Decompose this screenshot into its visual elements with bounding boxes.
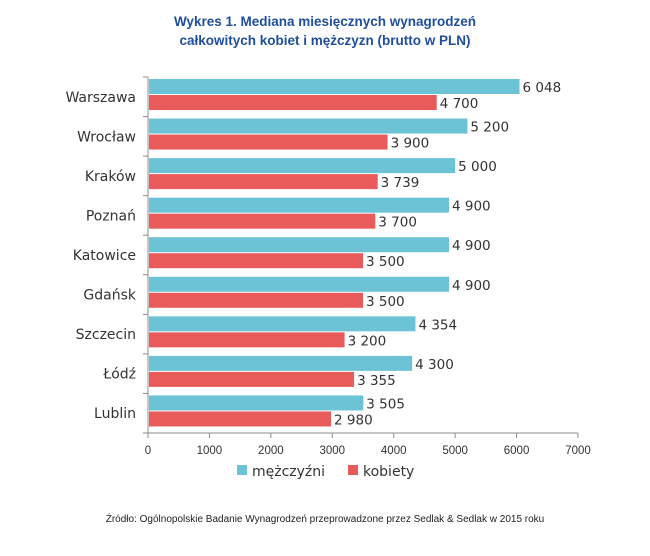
bar-women: [149, 174, 378, 190]
bar-men: [149, 237, 449, 253]
bar-women: [149, 95, 437, 110]
category-label: Lublin: [94, 406, 136, 422]
x-tick-label: 7000: [565, 445, 591, 457]
data-label-men: 4 900: [452, 199, 491, 215]
legend-label: kobiety: [363, 464, 414, 480]
bar-women: [149, 292, 363, 308]
chart-title: Wykres 1. Mediana miesięcznych wynagrodz…: [0, 12, 650, 50]
bar-women: [149, 371, 355, 387]
data-label-men: 3 505: [366, 396, 405, 412]
data-label-women: 3 500: [366, 254, 405, 270]
bar-women: [149, 253, 363, 269]
data-label-women: 3 700: [378, 215, 417, 231]
bar-men: [149, 118, 468, 134]
data-label-women: 4 700: [440, 96, 479, 112]
x-tick-label: 4000: [381, 445, 407, 457]
category-label: Warszawa: [65, 90, 136, 106]
bar-women: [149, 213, 376, 229]
x-tick-label: 3000: [319, 445, 345, 457]
bar-men: [149, 79, 520, 94]
category-label: Gdańsk: [83, 288, 136, 304]
category-label: Katowice: [73, 248, 136, 264]
bar-men: [149, 197, 449, 213]
category-label: Łódź: [102, 367, 136, 383]
bar-women: [149, 332, 345, 348]
data-label-men: 4 900: [452, 278, 491, 294]
data-label-women: 3 739: [381, 175, 420, 191]
bar-men: [149, 158, 456, 174]
bar-men: [149, 276, 449, 292]
data-label-women: 3 355: [357, 373, 396, 389]
x-tick-label: 0: [145, 445, 151, 457]
data-label-women: 3 500: [366, 294, 405, 310]
data-label-men: 4 900: [452, 238, 491, 254]
data-label-men: 4 354: [418, 317, 457, 333]
category-label: Wrocław: [77, 129, 136, 145]
data-label-women: 3 900: [391, 136, 430, 152]
data-label-men: 6 048: [523, 80, 562, 96]
bar-men: [149, 316, 416, 332]
data-label-men: 5 000: [458, 159, 497, 175]
legend-swatch: [348, 465, 358, 475]
x-tick-label: 1000: [197, 445, 223, 457]
legend-label: mężczyźni: [252, 464, 325, 480]
bar-women: [149, 411, 332, 427]
bar-men: [149, 395, 364, 411]
data-label-women: 3 200: [348, 333, 387, 349]
legend-swatch: [237, 465, 247, 475]
x-tick-label: 2000: [258, 445, 284, 457]
data-label-men: 5 200: [470, 120, 509, 136]
category-label: Szczecin: [76, 327, 136, 343]
category-label: Poznań: [86, 208, 136, 224]
x-tick-label: 5000: [442, 445, 468, 457]
chart-title-line-2: całkowitych kobiet i mężczyzn (brutto w …: [179, 33, 471, 48]
data-label-women: 2 980: [334, 412, 373, 428]
source-note: Źródło: Ogólnopolskie Badanie Wynagrodze…: [105, 514, 545, 525]
data-label-men: 4 300: [415, 357, 454, 373]
chart-title-line-1: Wykres 1. Mediana miesięcznych wynagrodz…: [173, 14, 477, 29]
category-label: Kraków: [85, 169, 136, 185]
bar-women: [149, 134, 388, 150]
x-tick-label: 6000: [504, 445, 530, 457]
bar-men: [149, 355, 413, 371]
